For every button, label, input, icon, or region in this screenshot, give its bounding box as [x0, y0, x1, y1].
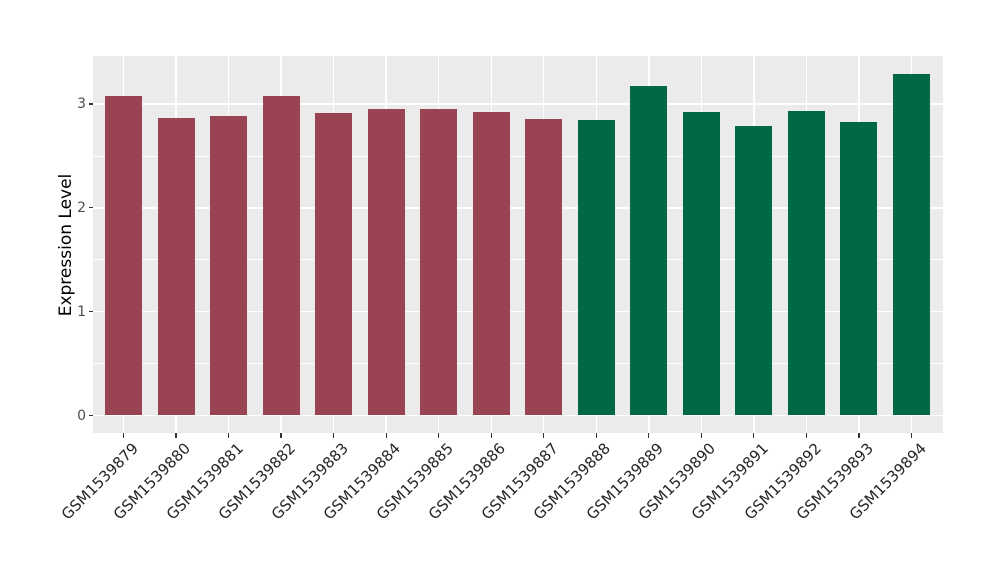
gridline-minor-y0.5 [93, 363, 943, 364]
bar-GSM1539881 [210, 116, 248, 416]
x-tick-mark-GSM1539884 [385, 433, 387, 438]
x-tick-mark-GSM1539885 [438, 433, 440, 438]
bar-GSM1539892 [787, 111, 825, 416]
x-tick-mark-GSM1539883 [333, 433, 335, 438]
y-axis-title: Expression Level [56, 173, 76, 317]
x-tick-mark-GSM1539893 [858, 433, 860, 438]
y-tick-label-3: 3 [77, 96, 86, 112]
plot-panel [93, 56, 943, 433]
x-tick-mark-GSM1539890 [700, 433, 702, 438]
bar-GSM1539894 [892, 73, 930, 416]
bar-GSM1539891 [735, 125, 773, 416]
x-tick-mark-GSM1539882 [280, 433, 282, 438]
y-tick-mark-2 [88, 207, 93, 209]
x-tick-mark-GSM1539887 [543, 433, 545, 438]
bar-GSM1539887 [525, 118, 563, 416]
x-tick-mark-GSM1539891 [753, 433, 755, 438]
bar-GSM1539888 [577, 119, 615, 416]
y-tick-label-0: 0 [77, 407, 86, 424]
x-tick-mark-GSM1539879 [122, 433, 125, 438]
x-tick-mark-GSM1539881 [227, 433, 230, 438]
y-tick-mark-0 [88, 414, 93, 417]
bar-GSM1539890 [682, 112, 720, 416]
bar-GSM1539889 [630, 86, 668, 416]
gridline-major-y3 [93, 103, 943, 105]
bar-GSM1539884 [367, 109, 405, 416]
bar-GSM1539882 [262, 95, 300, 416]
x-tick-mark-GSM1539888 [595, 433, 597, 438]
y-tick-label-1: 1 [77, 303, 86, 320]
x-tick-mark-GSM1539892 [805, 433, 808, 438]
gridline-minor-y1.5 [93, 259, 943, 261]
y-tick-mark-3 [88, 103, 93, 105]
bar-GSM1539880 [157, 117, 195, 416]
y-tick-label-2: 2 [77, 199, 86, 216]
x-tick-mark-GSM1539880 [175, 433, 177, 438]
x-tick-mark-GSM1539886 [490, 433, 492, 438]
gridline-major-y0 [93, 414, 943, 417]
x-tick-mark-GSM1539889 [648, 433, 650, 438]
bar-GSM1539885 [420, 109, 458, 416]
gridline-major-y2 [93, 207, 943, 209]
gridline-minor-y2.5 [93, 155, 943, 157]
bar-GSM1539893 [840, 121, 878, 416]
y-tick-mark-1 [88, 311, 93, 313]
bar-GSM1539879 [105, 95, 142, 416]
x-tick-mark-GSM1539894 [910, 433, 913, 438]
bar-GSM1539886 [472, 112, 510, 416]
bar-GSM1539883 [315, 113, 353, 416]
gridline-major-y1 [93, 310, 943, 313]
